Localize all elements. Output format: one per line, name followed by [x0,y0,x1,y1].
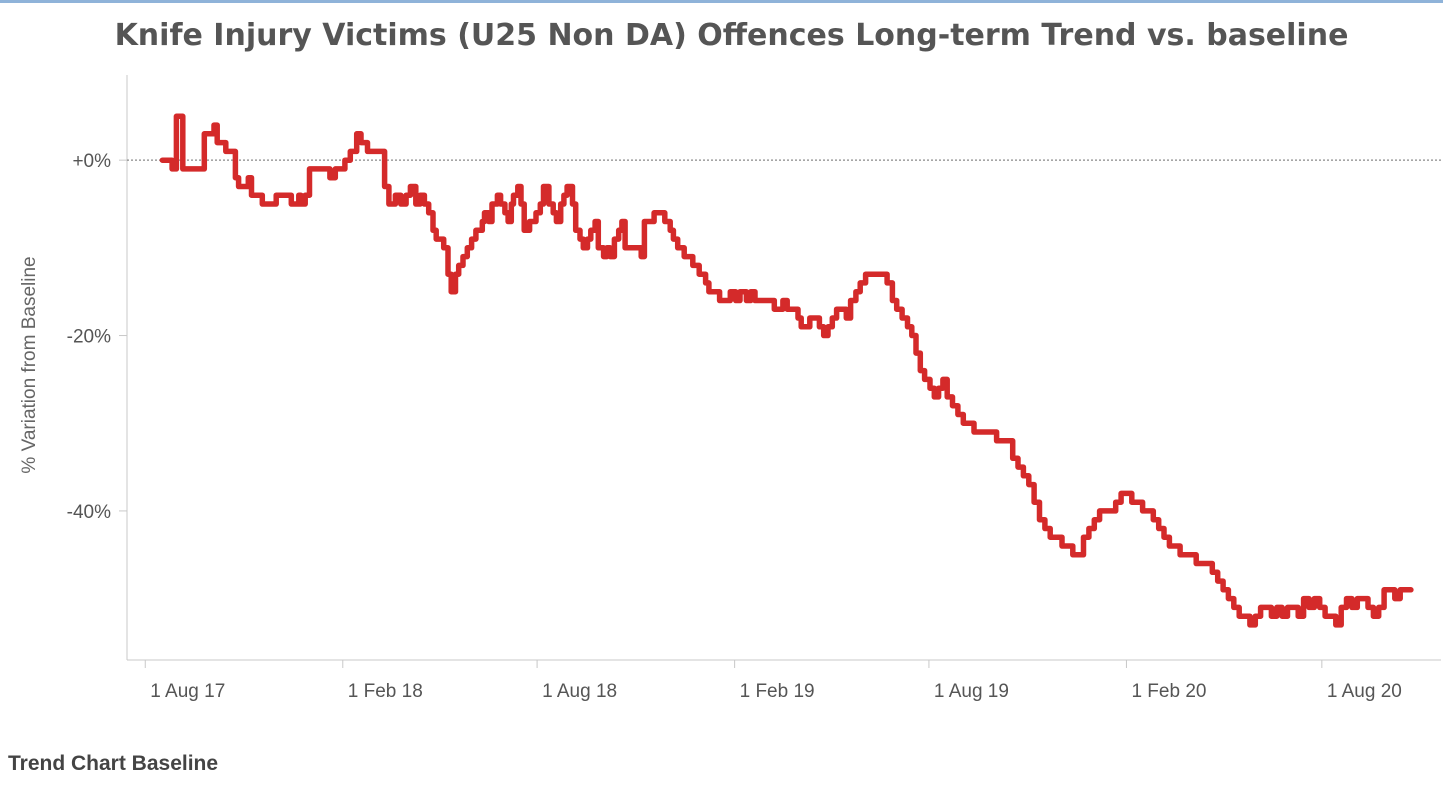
series-layer [159,113,1414,628]
chart-title: Knife Injury Victims (U25 Non DA) Offenc… [114,18,1349,53]
x-tick-label: 1 Feb 19 [740,681,815,702]
x-tick-label: 1 Aug 19 [934,681,1009,702]
series-line [159,113,1414,628]
y-tick-label: +0% [72,151,111,172]
x-tick-label: 1 Aug 20 [1327,681,1402,702]
tick-labels: +0% -20% -40% 1 Aug 17 1 Feb 18 1 Aug 18 1 Feb… [67,151,1402,702]
axes [119,75,1441,668]
top-accent-rule [0,0,1443,3]
x-tick-label: 1 Feb 20 [1131,681,1206,702]
footer-label: Trend Chart Baseline [8,752,219,775]
y-tick-label: -20% [67,327,111,348]
y-tick-label: -40% [67,502,111,523]
x-tick-label: 1 Feb 18 [348,681,423,702]
x-tick-label: 1 Aug 17 [150,681,225,702]
x-tick-label: 1 Aug 18 [542,681,617,702]
